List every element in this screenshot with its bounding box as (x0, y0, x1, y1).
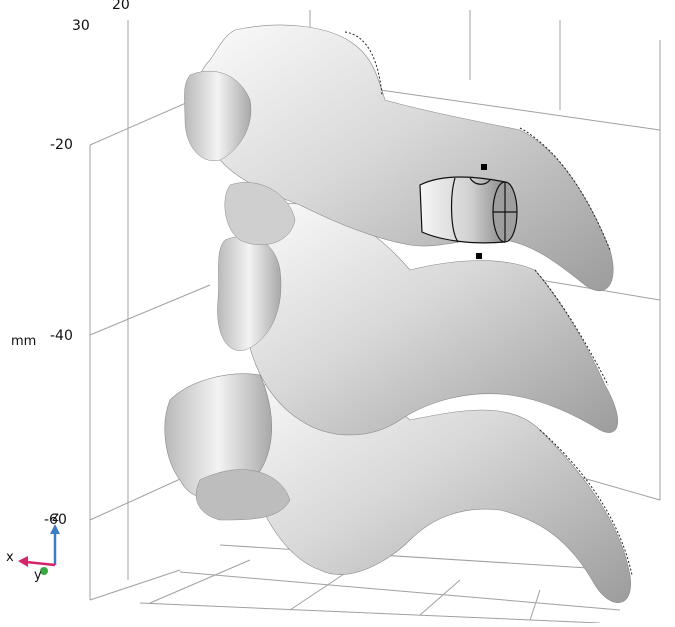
tick-label: -60 (44, 512, 67, 528)
tick-label: -40 (50, 328, 73, 344)
axis-unit-label: mm (11, 334, 37, 349)
tick-label: -20 (50, 137, 73, 153)
triad-z-label: z (52, 510, 59, 525)
vertebra-middle[interactable] (217, 203, 618, 436)
cylinder-implant[interactable] (419, 164, 518, 259)
triad-arrows (18, 524, 60, 575)
grid-lines (89, 10, 661, 624)
tick-label: 30 (72, 18, 90, 34)
triad-y-label: y (34, 568, 42, 583)
marker-point (476, 253, 482, 259)
marker-point (481, 164, 487, 170)
orientation-triad: z x y (0, 510, 80, 590)
triad-x-label: x (6, 550, 14, 565)
tick-label: 20 (112, 0, 130, 13)
